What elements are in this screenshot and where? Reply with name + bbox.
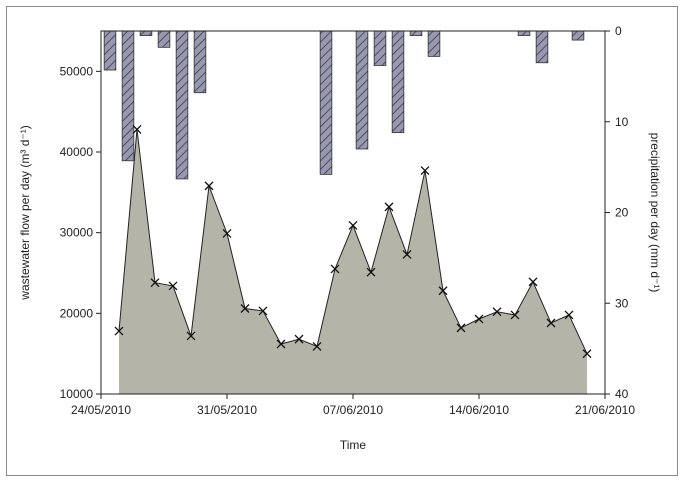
precipitation-bar (175, 30, 189, 180)
axes: 10000 20000 30000 40000 50000 0 10 20 30 40 24/05/… (60, 24, 636, 417)
flow-marker (348, 220, 358, 230)
y-left-tick-label: 30000 (60, 226, 94, 240)
precipitation-bar (355, 30, 369, 150)
precipitation-bar (535, 30, 549, 64)
flow-marker (582, 349, 592, 359)
chart-frame: 10000 20000 30000 40000 50000 0 10 20 30 40 24/05/… (6, 6, 678, 476)
precipitation-bar (139, 30, 153, 36)
precipitation-bar (427, 30, 441, 57)
flow-marker (366, 267, 376, 277)
precipitation-bar (571, 30, 585, 41)
flow-marker (114, 326, 124, 336)
flow-marker (186, 331, 196, 341)
y-right-tick-label: 0 (615, 24, 622, 38)
precipitation-bar (157, 30, 171, 48)
flow-marker (132, 124, 142, 134)
flow-marker (384, 202, 394, 212)
flow-marker (240, 304, 250, 313)
flow-marker (474, 314, 484, 324)
flow-marker (150, 278, 160, 288)
flow-marker (402, 249, 412, 259)
flow-marker (258, 306, 268, 316)
y-left-tick-label: 40000 (60, 145, 94, 159)
x-axis-label: Time (340, 438, 367, 452)
y-axis-left-label: wastewater flow per day (m³ d⁻¹) (18, 125, 32, 300)
flow-marker (528, 277, 538, 287)
precipitation-bar (391, 30, 405, 134)
plot-area (103, 30, 592, 394)
y-axis-right-label: precipitation per day (mm d⁻¹) (648, 133, 662, 293)
precipitation-bar (319, 30, 333, 175)
chart: 10000 20000 30000 40000 50000 0 10 20 30 40 24/05/… (18, 24, 662, 452)
y-left-tick-label: 20000 (60, 306, 94, 320)
precipitation-bar (373, 30, 387, 66)
flow-area (119, 129, 587, 394)
flow-marker (222, 229, 232, 238)
flow-marker (276, 339, 286, 349)
flow-marker (312, 341, 322, 351)
flow-marker (438, 286, 448, 296)
flow-marker (204, 181, 214, 191)
flow-marker (420, 166, 430, 176)
flow-marker (564, 310, 574, 320)
y-right-tick-label: 20 (615, 206, 629, 220)
precipitation-bar (121, 30, 135, 162)
x-tick-label: 24/05/2010 (71, 403, 131, 417)
flow-marker (492, 307, 502, 317)
precipitation-bar (517, 30, 531, 36)
y-left-tick-label: 50000 (60, 64, 94, 78)
y-left-tick-label: 10000 (60, 387, 94, 401)
flow-marker (510, 310, 520, 320)
precipitation-bar (103, 30, 117, 71)
flow-marker (294, 334, 304, 344)
y-right-tick-label: 10 (615, 115, 629, 129)
x-tick-label: 21/06/2010 (575, 403, 635, 417)
flow-marker (168, 281, 178, 291)
y-right-tick-label: 40 (615, 387, 629, 401)
x-tick-label: 07/06/2010 (323, 403, 383, 417)
flow-marker (330, 264, 340, 274)
precipitation-bar (193, 30, 207, 94)
flow-marker (546, 318, 556, 328)
y-right-tick-label: 30 (615, 296, 629, 310)
x-tick-label: 31/05/2010 (197, 403, 257, 417)
x-tick-label: 14/06/2010 (449, 403, 509, 417)
flow-marker (456, 323, 466, 333)
precipitation-bar (409, 30, 423, 36)
